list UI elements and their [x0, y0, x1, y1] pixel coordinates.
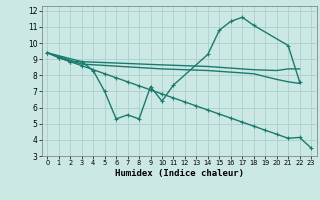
X-axis label: Humidex (Indice chaleur): Humidex (Indice chaleur) [115, 169, 244, 178]
